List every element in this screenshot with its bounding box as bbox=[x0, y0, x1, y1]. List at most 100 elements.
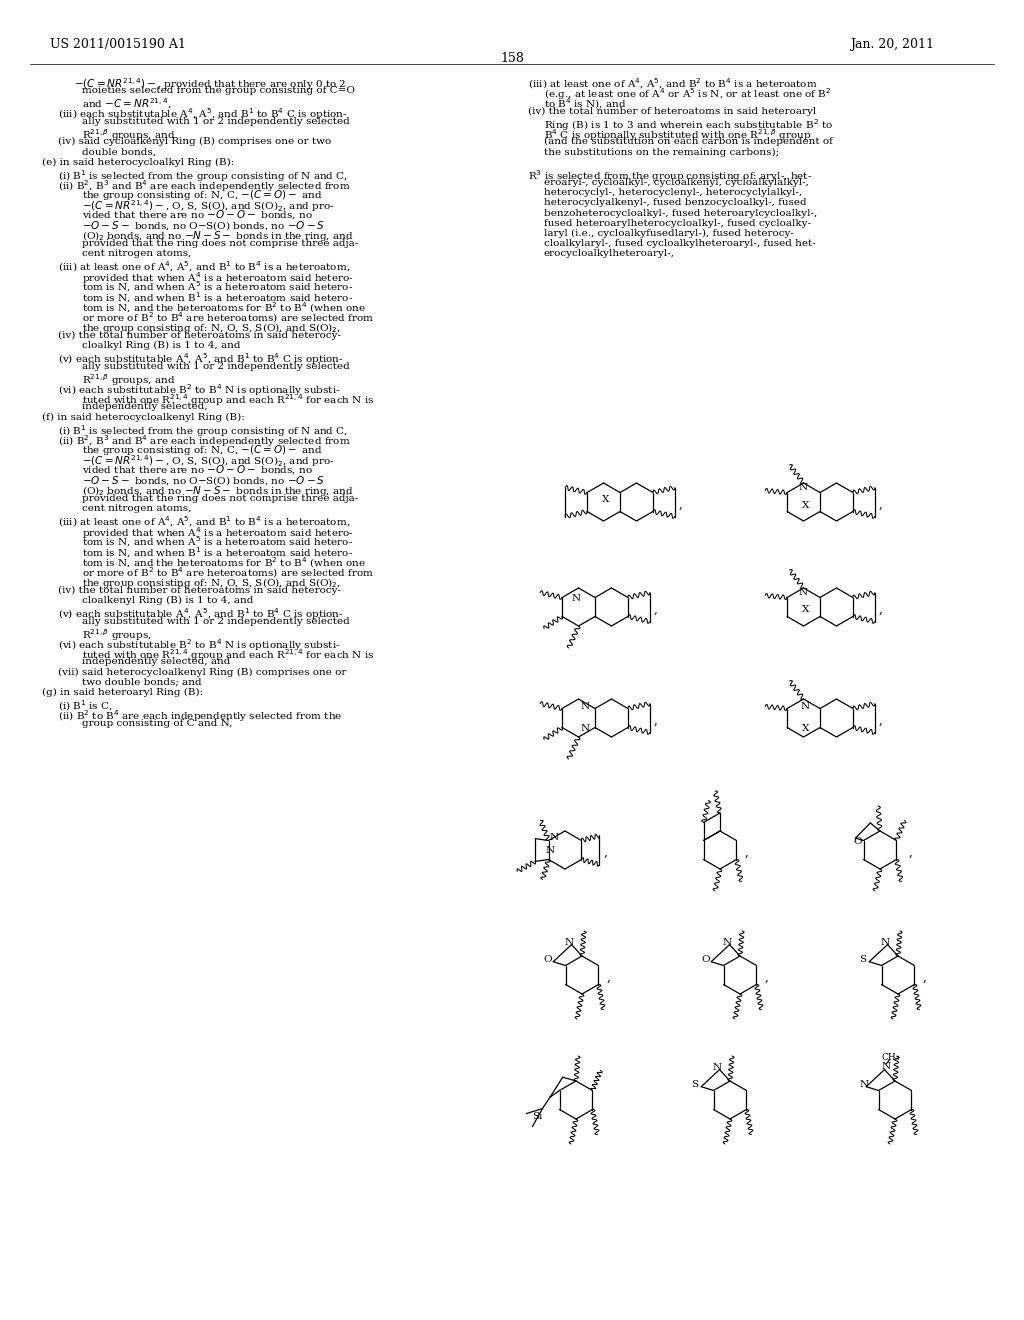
Text: ,: , bbox=[908, 846, 912, 858]
Text: tom is N, and when A$^5$ is a heteroatom said hetero-: tom is N, and when A$^5$ is a heteroatom… bbox=[82, 535, 353, 549]
Text: X: X bbox=[802, 500, 809, 510]
Text: vided that there are no $-O-O-$ bonds, no: vided that there are no $-O-O-$ bonds, n… bbox=[82, 463, 313, 477]
Text: N: N bbox=[581, 702, 590, 711]
Text: tom is N, and the heteroatoms for B$^2$ to B$^4$ (when one: tom is N, and the heteroatoms for B$^2$ … bbox=[82, 301, 366, 315]
Text: R$^{21,\beta}$ groups, and: R$^{21,\beta}$ groups, and bbox=[82, 127, 175, 143]
Text: two double bonds; and: two double bonds; and bbox=[82, 677, 202, 686]
Text: independently selected,: independently selected, bbox=[82, 403, 208, 412]
Text: eroaryl-, cycloalkyl-, cycloalkenyl, cycloalkylalkyl-,: eroaryl-, cycloalkyl-, cycloalkenyl, cyc… bbox=[544, 178, 809, 187]
Text: R$^{21,\beta}$ groups, and: R$^{21,\beta}$ groups, and bbox=[82, 372, 175, 388]
Text: provided that when A$^4$ is a heteroatom said hetero-: provided that when A$^4$ is a heteroatom… bbox=[82, 525, 353, 541]
Text: (iii) at least one of A$^4$, A$^5$, and B$^1$ to B$^4$ is a heteroatom,: (iii) at least one of A$^4$, A$^5$, and … bbox=[58, 515, 350, 529]
Text: (iv) said cycloalkenyl Ring (B) comprises one or two: (iv) said cycloalkenyl Ring (B) comprise… bbox=[58, 137, 331, 147]
Text: (O)$_2$ bonds, and no $-N-S-$ bonds in the ring, and: (O)$_2$ bonds, and no $-N-S-$ bonds in t… bbox=[82, 484, 353, 498]
Text: S: S bbox=[859, 956, 865, 965]
Text: the substitutions on the remaining carbons);: the substitutions on the remaining carbo… bbox=[544, 148, 779, 157]
Text: group consisting of C and N,: group consisting of C and N, bbox=[82, 718, 232, 727]
Text: tom is N, and when B$^1$ is a heteroatom said hetero-: tom is N, and when B$^1$ is a heteroatom… bbox=[82, 290, 353, 305]
Text: moieties selected from the group consisting of C=O: moieties selected from the group consist… bbox=[82, 86, 355, 95]
Text: and $-C{=}NR^{21,4}$,: and $-C{=}NR^{21,4}$, bbox=[82, 96, 171, 111]
Text: N: N bbox=[713, 1063, 722, 1072]
Text: ally substituted with 1 or 2 independently selected: ally substituted with 1 or 2 independent… bbox=[82, 362, 350, 371]
Text: double bonds,: double bonds, bbox=[82, 148, 156, 156]
Text: or more of B$^2$ to B$^4$ are heteroatoms) are selected from: or more of B$^2$ to B$^4$ are heteroatom… bbox=[82, 565, 374, 581]
Text: Si: Si bbox=[532, 1111, 543, 1121]
Text: N: N bbox=[799, 483, 808, 491]
Text: ally substituted with 1 or 2 independently selected: ally substituted with 1 or 2 independent… bbox=[82, 616, 350, 626]
Text: N: N bbox=[801, 702, 810, 711]
Text: ,: , bbox=[603, 846, 607, 858]
Text: (iii) at least one of A$^4$, A$^5$, and B$^2$ to B$^4$ is a heteroatom: (iii) at least one of A$^4$, A$^5$, and … bbox=[528, 77, 817, 91]
Text: S: S bbox=[690, 1080, 697, 1089]
Text: the group consisting of: N, C, $-(C{=}O)-$ and: the group consisting of: N, C, $-(C{=}O)… bbox=[82, 444, 323, 457]
Text: (vi) each substitutable B$^2$ to B$^4$ N is optionally substi-: (vi) each substitutable B$^2$ to B$^4$ N… bbox=[58, 381, 340, 397]
Text: X: X bbox=[802, 723, 809, 733]
Text: $-(C{=}NR^{21,4})-$, O, S, S(O), and S(O)$_2$, and pro-: $-(C{=}NR^{21,4})-$, O, S, S(O), and S(O… bbox=[82, 453, 335, 469]
Text: (i) B$^1$ is selected from the group consisting of N and C,: (i) B$^1$ is selected from the group con… bbox=[58, 422, 348, 438]
Text: X: X bbox=[802, 606, 809, 615]
Text: ,: , bbox=[654, 714, 657, 726]
Text: N: N bbox=[723, 939, 732, 948]
Text: $-O-S-$ bonds, no O$-$S(O) bonds, no $-O-S$: $-O-S-$ bonds, no O$-$S(O) bonds, no $-O… bbox=[82, 219, 325, 232]
Text: ,: , bbox=[879, 498, 883, 511]
Text: ,: , bbox=[654, 602, 657, 615]
Text: (O)$_2$ bonds, and no $-N-S-$ bonds in the ring, and: (O)$_2$ bonds, and no $-N-S-$ bonds in t… bbox=[82, 228, 353, 243]
Text: N: N bbox=[565, 939, 574, 948]
Text: $-(C{=}NR^{21,4})-$, O, S, S(O), and S(O)$_2$, and pro-: $-(C{=}NR^{21,4})-$, O, S, S(O), and S(O… bbox=[82, 198, 335, 214]
Text: (e.g., at least one of A$^4$ or A$^5$ is N, or at least one of B$^2$: (e.g., at least one of A$^4$ or A$^5$ is… bbox=[544, 86, 831, 102]
Text: O: O bbox=[543, 956, 552, 965]
Text: or more of B$^2$ to B$^4$ are heteroatoms) are selected from: or more of B$^2$ to B$^4$ are heteroatom… bbox=[82, 310, 374, 325]
Text: the group consisting of: N, O, S, S(O), and S(O)$_2$,: the group consisting of: N, O, S, S(O), … bbox=[82, 321, 341, 335]
Text: O: O bbox=[853, 837, 862, 846]
Text: (f) in said heterocycloalkenyl Ring (B):: (f) in said heterocycloalkenyl Ring (B): bbox=[42, 413, 245, 421]
Text: (vi) each substitutable B$^2$ to B$^4$ N is optionally substi-: (vi) each substitutable B$^2$ to B$^4$ N… bbox=[58, 638, 340, 653]
Text: (iv) the total number of heteroatoms in said heterocy-: (iv) the total number of heteroatoms in … bbox=[58, 331, 341, 341]
Text: tuted with one R$^{21,4}$ group and each R$^{21,4}$ for each N is: tuted with one R$^{21,4}$ group and each… bbox=[82, 392, 375, 408]
Text: laryl (i.e., cycloalkyfusedlaryl-), fused heterocy-: laryl (i.e., cycloalkyfusedlaryl-), fuse… bbox=[544, 228, 794, 238]
Text: the group consisting of: N, O, S, S(O), and S(O)$_2$,: the group consisting of: N, O, S, S(O), … bbox=[82, 576, 341, 590]
Text: (vii) said heterocycloalkenyl Ring (B) comprises one or: (vii) said heterocycloalkenyl Ring (B) c… bbox=[58, 668, 346, 677]
Text: Jan. 20, 2011: Jan. 20, 2011 bbox=[850, 38, 934, 51]
Text: O: O bbox=[700, 956, 710, 965]
Text: cloalkylaryl-, fused cycloalkylheteroaryl-, fused het-: cloalkylaryl-, fused cycloalkylheteroary… bbox=[544, 239, 816, 248]
Text: ,: , bbox=[879, 602, 883, 615]
Text: tom is N, and when A$^5$ is a heteroatom said hetero-: tom is N, and when A$^5$ is a heteroatom… bbox=[82, 280, 353, 294]
Text: (iv) the total number of heteroatoms in said heteroaryl: (iv) the total number of heteroatoms in … bbox=[528, 107, 816, 116]
Text: (v) each substitutable A$^4$, A$^5$, and B$^1$ to B$^4$ C is option-: (v) each substitutable A$^4$, A$^5$, and… bbox=[58, 351, 344, 367]
Text: (i) B$^1$ is C,: (i) B$^1$ is C, bbox=[58, 698, 113, 713]
Text: (ii) B$^2$, B$^3$ and B$^4$ are each independently selected from: (ii) B$^2$, B$^3$ and B$^4$ are each ind… bbox=[58, 433, 350, 449]
Text: $-O-S-$ bonds, no O$-$S(O) bonds, no $-O-S$: $-O-S-$ bonds, no O$-$S(O) bonds, no $-O… bbox=[82, 474, 325, 487]
Text: CH₃: CH₃ bbox=[882, 1053, 900, 1063]
Text: X: X bbox=[602, 495, 609, 504]
Text: cent nitrogen atoms,: cent nitrogen atoms, bbox=[82, 504, 191, 513]
Text: R$^3$ is selected from the group consisting of: aryl-, het-: R$^3$ is selected from the group consist… bbox=[528, 168, 812, 183]
Text: N: N bbox=[550, 833, 559, 842]
Text: N: N bbox=[799, 587, 808, 597]
Text: Ring (B) is 1 to 3 and wherein each substitutable B$^2$ to: Ring (B) is 1 to 3 and wherein each subs… bbox=[544, 116, 834, 132]
Text: cloalkenyl Ring (B) is 1 to 4, and: cloalkenyl Ring (B) is 1 to 4, and bbox=[82, 597, 253, 606]
Text: (and the substitution on each carbon is independent of: (and the substitution on each carbon is … bbox=[544, 137, 833, 147]
Text: (v) each substitutable A$^4$, A$^5$, and B$^1$ to B$^4$ C is option-: (v) each substitutable A$^4$, A$^5$, and… bbox=[58, 606, 344, 622]
Text: ally substituted with 1 or 2 independently selected: ally substituted with 1 or 2 independent… bbox=[82, 116, 350, 125]
Text: tuted with one R$^{21,4}$ group and each R$^{21,4}$ for each N is: tuted with one R$^{21,4}$ group and each… bbox=[82, 647, 375, 663]
Text: N: N bbox=[581, 723, 590, 733]
Text: provided that the ring does not comprise three adja-: provided that the ring does not comprise… bbox=[82, 494, 358, 503]
Text: tom is N, and when B$^1$ is a heteroatom said hetero-: tom is N, and when B$^1$ is a heteroatom… bbox=[82, 545, 353, 560]
Text: (i) B$^1$ is selected from the group consisting of N and C,: (i) B$^1$ is selected from the group con… bbox=[58, 168, 348, 183]
Text: ,: , bbox=[606, 970, 610, 983]
Text: benzoheterocycloalkyl-, fused heteroarylcycloalkyl-,: benzoheterocycloalkyl-, fused heteroaryl… bbox=[544, 209, 817, 218]
Text: N: N bbox=[881, 939, 890, 948]
Text: provided that the ring does not comprise three adja-: provided that the ring does not comprise… bbox=[82, 239, 358, 248]
Text: (e) in said heterocycloalkyl Ring (B):: (e) in said heterocycloalkyl Ring (B): bbox=[42, 157, 234, 166]
Text: to B$^4$ is N), and: to B$^4$ is N), and bbox=[544, 96, 627, 111]
Text: heterocyclyl-, heterocyclenyl-, heterocyclylalkyl-,: heterocyclyl-, heterocyclenyl-, heterocy… bbox=[544, 189, 802, 197]
Text: ,: , bbox=[744, 846, 749, 858]
Text: (iv) the total number of heteroatoms in said heterocy-: (iv) the total number of heteroatoms in … bbox=[58, 586, 341, 595]
Text: the group consisting of: N, C, $-(C{=}O)-$ and: the group consisting of: N, C, $-(C{=}O)… bbox=[82, 189, 323, 202]
Text: independently selected, and: independently selected, and bbox=[82, 657, 230, 667]
Text: N: N bbox=[882, 1063, 891, 1071]
Text: (iii) each substitutable A$^4$, A$^5$, and B$^1$ to B$^4$ C is option-: (iii) each substitutable A$^4$, A$^5$, a… bbox=[58, 107, 348, 123]
Text: heterocyclyalkenyl-, fused benzocycloalkyl-, fused: heterocyclyalkenyl-, fused benzocycloalk… bbox=[544, 198, 807, 207]
Text: (ii) B$^2$ to B$^4$ are each independently selected from the: (ii) B$^2$ to B$^4$ are each independent… bbox=[58, 709, 342, 725]
Text: provided that when A$^4$ is a heteroatom said hetero-: provided that when A$^4$ is a heteroatom… bbox=[82, 269, 353, 285]
